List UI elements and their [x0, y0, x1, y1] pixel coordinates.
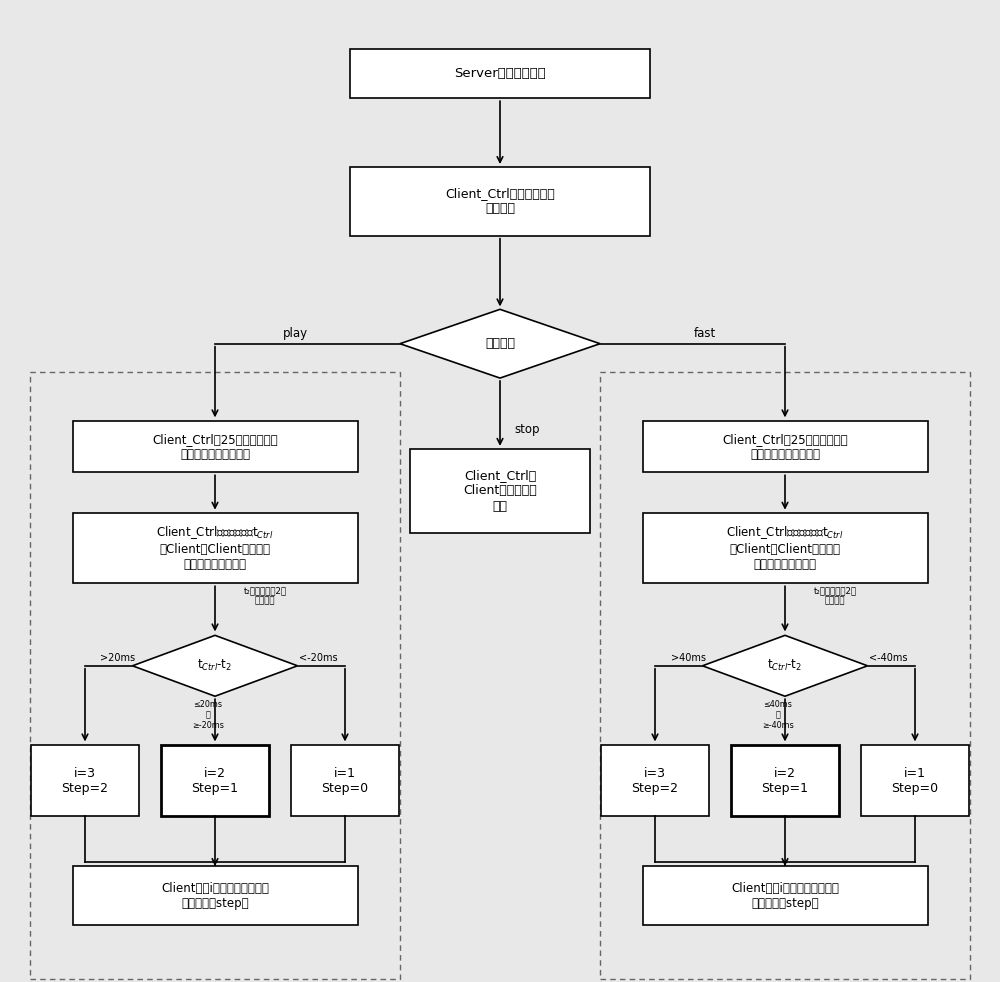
Bar — [73, 421, 358, 472]
Bar — [73, 513, 358, 583]
Bar — [30, 372, 400, 979]
Text: i=1
Step=0: i=1 Step=0 — [891, 767, 939, 794]
Bar — [601, 745, 709, 816]
Text: t$_{Ctrl}$-t$_2$: t$_{Ctrl}$-t$_2$ — [767, 658, 803, 674]
Bar — [350, 167, 650, 236]
Text: Client_Ctrl以25帧每秒的速率
隔帧读盘到视频流队列: Client_Ctrl以25帧每秒的速率 隔帧读盘到视频流队列 — [722, 433, 848, 461]
Bar — [643, 513, 928, 583]
Text: i=1
Step=0: i=1 Step=0 — [321, 767, 369, 794]
Text: Client将第i帧发送到投影仪，
且滑窗前进step步: Client将第i帧发送到投影仪， 且滑窗前进step步 — [161, 882, 269, 909]
Bar — [291, 745, 399, 816]
Text: t$_{Ctrl}$-t$_2$: t$_{Ctrl}$-t$_2$ — [197, 658, 233, 674]
Text: Client_Ctrl接收命令，分
析、转发: Client_Ctrl接收命令，分 析、转发 — [445, 188, 555, 215]
Polygon shape — [702, 635, 868, 696]
Bar — [600, 372, 970, 979]
Text: t₂为滑窗内第2帧
时间标签: t₂为滑窗内第2帧 时间标签 — [813, 586, 857, 606]
Bar — [161, 745, 269, 816]
Text: Client_Ctrl以25帧每秒的速率
逐帧读盘到视频流队列: Client_Ctrl以25帧每秒的速率 逐帧读盘到视频流队列 — [152, 433, 278, 461]
Text: stop: stop — [514, 422, 540, 436]
Bar — [73, 866, 358, 925]
Text: ≤40ms
且
≥-40ms: ≤40ms 且 ≥-40ms — [762, 700, 794, 730]
Text: fast: fast — [694, 327, 716, 341]
Text: i=3
Step=2: i=3 Step=2 — [62, 767, 108, 794]
Text: >20ms: >20ms — [100, 653, 136, 663]
Text: i=2
Step=1: i=2 Step=1 — [192, 767, 239, 794]
Text: Client_Ctrl发送时间标签t$_{Ctrl}$
到Client，Client也隔帧读
盘，存到视频流队列: Client_Ctrl发送时间标签t$_{Ctrl}$ 到Client，Clie… — [726, 524, 844, 572]
Bar — [410, 450, 590, 532]
Text: <-20ms: <-20ms — [299, 653, 337, 663]
Text: i=3
Step=2: i=3 Step=2 — [632, 767, 678, 794]
Text: play: play — [282, 327, 308, 341]
Text: t₂为滑窗内第2帧
时间标签: t₂为滑窗内第2帧 时间标签 — [243, 586, 287, 606]
Bar — [861, 745, 969, 816]
Polygon shape — [400, 309, 600, 378]
Text: >40ms: >40ms — [670, 653, 706, 663]
Text: Client将第i帧发送到投影仪，
且滑窗前进step步: Client将第i帧发送到投影仪， 且滑窗前进step步 — [731, 882, 839, 909]
Bar — [350, 49, 650, 98]
Text: 控制命令: 控制命令 — [485, 337, 515, 351]
Bar — [31, 745, 139, 816]
Bar — [731, 745, 839, 816]
Text: Client_Ctrl发送时间标签t$_{Ctrl}$
到Client，Client也逐帧读
盘，存到视频流队列: Client_Ctrl发送时间标签t$_{Ctrl}$ 到Client，Clie… — [156, 524, 274, 572]
Text: i=2
Step=1: i=2 Step=1 — [762, 767, 808, 794]
Text: Client_Ctrl与
Client停止读取视
频帧: Client_Ctrl与 Client停止读取视 频帧 — [463, 469, 537, 513]
Text: Server发送控制命令: Server发送控制命令 — [454, 67, 546, 81]
Polygon shape — [132, 635, 298, 696]
Text: <-40ms: <-40ms — [869, 653, 907, 663]
Bar — [643, 866, 928, 925]
Text: ≤20ms
且
≥-20ms: ≤20ms 且 ≥-20ms — [192, 700, 224, 730]
Bar — [643, 421, 928, 472]
